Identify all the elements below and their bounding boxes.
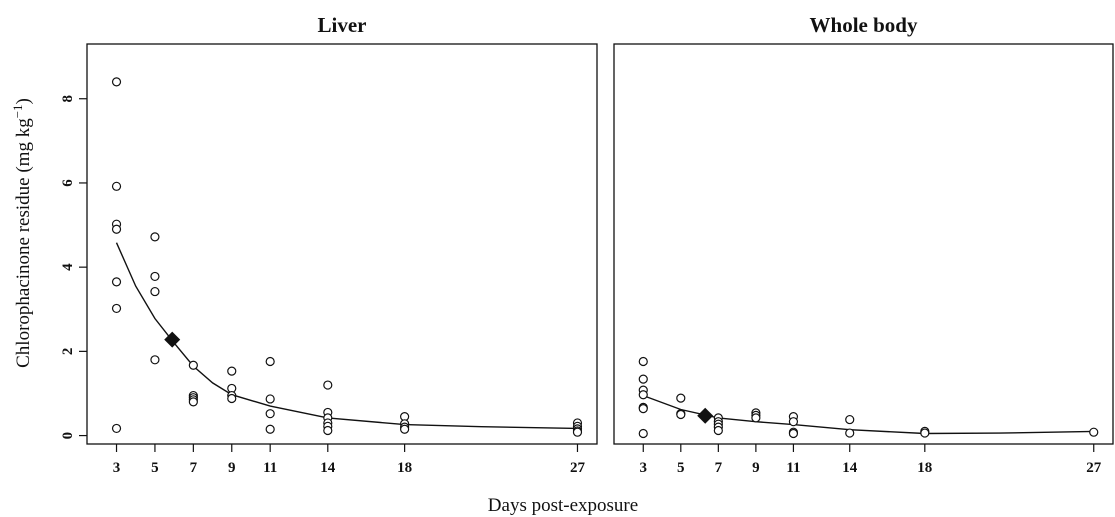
x-tick-label: 27	[570, 460, 586, 476]
x-tick-label: 3	[113, 460, 121, 476]
panel-title: Liver	[318, 13, 367, 37]
x-tick-label: 11	[786, 460, 800, 476]
y-tick-label: 4	[60, 263, 76, 271]
data-point	[713, 425, 723, 436]
x-axis-label: Days post-exposure	[488, 495, 638, 516]
panel-title: Whole body	[810, 13, 918, 37]
y-tick-label: 2	[60, 348, 76, 356]
panel-1: Liver 3 5 7 9 11 14 18 27 0 2 4 6 8	[60, 13, 598, 476]
x-tick-label: 3	[640, 460, 648, 476]
x-tick-label: 27	[1086, 460, 1102, 476]
panel-2: Whole body 3 5 7 9 11 14 18 27	[613, 13, 1114, 476]
data-point	[845, 414, 855, 425]
data-point	[638, 356, 648, 367]
y-axis-label-main: Chlorophacinone residue (mg kg	[13, 118, 34, 368]
data-point	[323, 425, 333, 436]
data-point	[676, 409, 686, 420]
x-tick-label: 7	[715, 460, 723, 476]
x-tick-label: 9	[228, 460, 236, 476]
data-point	[111, 277, 122, 287]
plot-frame	[86, 43, 598, 445]
x-tick-label: 9	[752, 460, 760, 476]
data-point	[265, 424, 275, 434]
data-point	[265, 356, 275, 367]
data-point	[1089, 427, 1099, 437]
x-tick-label: 5	[151, 460, 159, 476]
y-axis-label: Chlorophacinone residue (mg kg−1)	[10, 98, 34, 368]
diamond-marker	[164, 331, 181, 348]
data-point	[150, 232, 160, 242]
data-point	[150, 355, 160, 365]
data-point	[188, 360, 198, 370]
y-tick-label: 8	[60, 95, 76, 103]
data-point	[227, 366, 237, 376]
data-point	[638, 390, 648, 400]
data-point	[788, 428, 799, 439]
x-tick-label: 14	[842, 460, 858, 476]
data-point	[265, 394, 275, 404]
x-tick-label: 11	[263, 460, 277, 476]
data-point	[572, 427, 583, 437]
data-point	[111, 181, 122, 191]
data-point	[676, 393, 686, 403]
data-point	[638, 404, 648, 414]
y-axis-label-close: )	[13, 98, 34, 104]
data-point	[150, 286, 160, 297]
diamond-marker	[697, 407, 714, 424]
data-point	[751, 413, 761, 423]
data-point	[788, 417, 799, 427]
data-point	[323, 380, 333, 390]
fitted-curve	[115, 242, 578, 430]
data-point	[400, 424, 410, 434]
data-point	[111, 77, 122, 87]
data-point	[920, 428, 930, 438]
data-point	[111, 224, 122, 234]
data-point	[638, 374, 648, 384]
panels-group: Liver 3 5 7 9 11 14 18 27 0 2 4 6 8 Whole body 3 5 7 9 11 14…	[60, 13, 1114, 476]
plot-frame	[613, 43, 1114, 445]
y-tick-label: 6	[60, 179, 76, 187]
data-point	[638, 428, 648, 439]
y-tick-label: 0	[60, 432, 76, 440]
data-point	[845, 428, 855, 438]
x-tick-label: 5	[677, 460, 685, 476]
data-point	[111, 303, 122, 314]
data-point	[150, 271, 160, 282]
data-point	[188, 397, 198, 407]
data-point	[111, 423, 122, 434]
data-point	[227, 393, 237, 404]
data-point	[265, 409, 275, 419]
x-tick-label: 14	[320, 460, 336, 476]
y-axis-label-superscript: −1	[10, 104, 25, 118]
x-tick-label: 18	[917, 460, 932, 476]
x-tick-label: 18	[397, 460, 412, 476]
x-tick-label: 7	[190, 460, 198, 476]
